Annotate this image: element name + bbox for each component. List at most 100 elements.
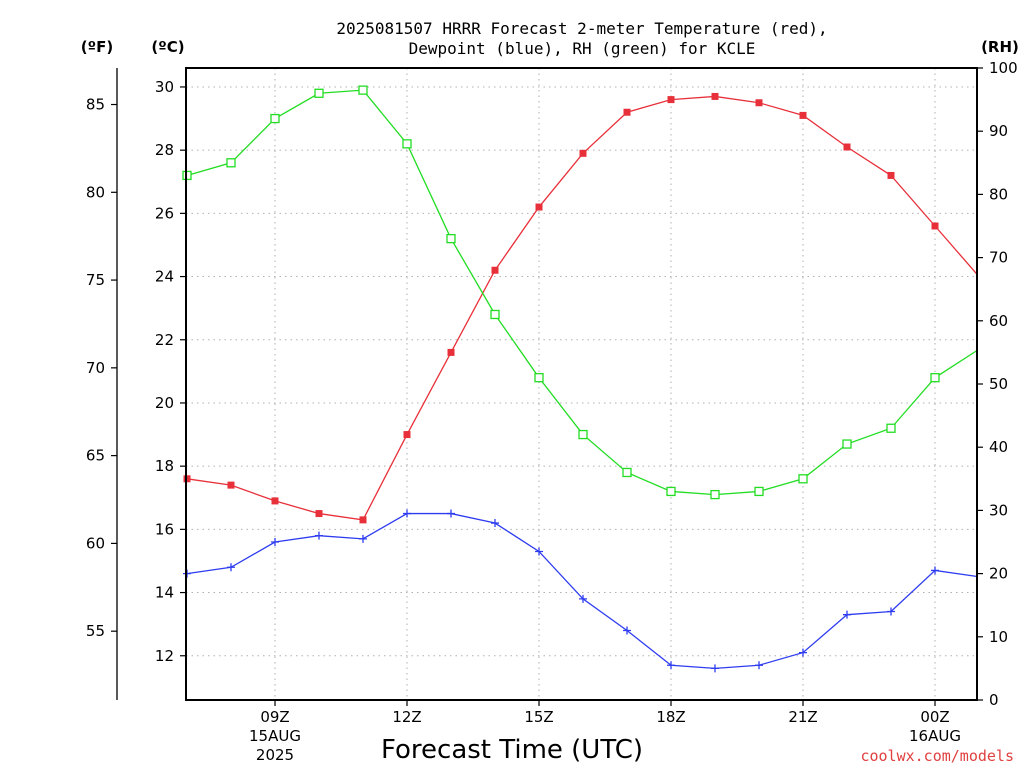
rh-tick-label: 70	[989, 249, 1008, 267]
x-tick-label: 16AUG	[909, 727, 961, 745]
celsius-tick-label: 24	[155, 268, 174, 286]
chart-title-line1: 2025081507 HRRR Forecast 2-meter Tempera…	[336, 19, 827, 38]
celsius-tick-label: 30	[155, 78, 174, 96]
fahrenheit-tick-label: 65	[86, 447, 105, 465]
rh-point	[226, 158, 236, 168]
x-tick-label: 2025	[256, 746, 294, 764]
temperature-point	[491, 266, 499, 274]
x-tick-label: 00Z	[920, 708, 949, 726]
temperature-point	[403, 431, 411, 439]
rh-point	[402, 139, 412, 149]
temperature-point	[359, 516, 367, 524]
rh-tick-label: 10	[989, 628, 1008, 646]
temperature-point	[227, 481, 235, 489]
rh-point	[578, 429, 588, 440]
celsius-tick-label: 26	[155, 204, 174, 222]
x-tick-label: 18Z	[656, 708, 685, 726]
rh-point	[666, 486, 676, 497]
chart-title-line2: Dewpoint (blue), RH (green) for KCLE	[409, 39, 756, 58]
rh-point	[754, 486, 764, 497]
dewpoint-point	[711, 664, 719, 673]
rh-point	[886, 423, 896, 433]
temperature-series-line	[186, 95, 980, 521]
fahrenheit-tick-label: 85	[86, 96, 105, 114]
rh-tick-label: 50	[989, 375, 1008, 393]
rh-point	[622, 467, 632, 478]
temperature-point	[799, 111, 807, 119]
credit-text: coolwx.com/models	[860, 747, 1014, 765]
dewpoint-point	[931, 566, 939, 575]
celsius-tick-label: 28	[155, 141, 174, 159]
fahrenheit-tick-label: 75	[86, 271, 105, 289]
temperature-point	[755, 99, 763, 107]
series-layer	[182, 64, 1008, 704]
fahrenheit-tick-label: 60	[86, 534, 105, 552]
temperature-point	[711, 92, 719, 100]
rh-point	[446, 233, 456, 244]
rh-point	[798, 474, 808, 484]
dewpoint-point	[315, 531, 323, 540]
dewpoint-point	[271, 538, 279, 546]
x-axis-label: Forecast Time (UTC)	[381, 735, 643, 765]
dewpoint-point	[359, 534, 367, 543]
dewpoint-point	[579, 594, 587, 603]
celsius-unit-label: (ºC)	[151, 38, 184, 56]
rh-point	[930, 373, 940, 383]
rh-tick-label: 90	[989, 122, 1008, 140]
celsius-tick-label: 20	[155, 394, 174, 412]
dewpoint-point	[755, 661, 763, 670]
dewpoint-point	[887, 607, 895, 616]
fahrenheit-tick-label: 80	[86, 183, 105, 201]
celsius-tick-label: 16	[155, 520, 174, 538]
dewpoint-point	[843, 610, 851, 619]
rh-point	[490, 309, 500, 320]
celsius-tick-label: 22	[155, 331, 174, 349]
fahrenheit-unit-label: (ºF)	[81, 38, 113, 56]
rh-tick-label: 0	[989, 691, 999, 709]
x-tick-label: 09Z	[260, 708, 289, 726]
dewpoint-point	[623, 626, 631, 635]
temperature-point	[271, 497, 279, 505]
rh-point	[842, 439, 852, 449]
rh-tick-label: 100	[989, 59, 1018, 77]
fahrenheit-tick-label: 70	[86, 359, 105, 377]
rh-tick-label: 80	[989, 185, 1008, 203]
dewpoint-point	[447, 509, 455, 518]
rh-tick-label: 40	[989, 438, 1008, 456]
celsius-tick-label: 12	[155, 647, 174, 665]
temperature-point	[931, 222, 939, 230]
rh-point	[358, 85, 368, 95]
fahrenheit-tick-label: 55	[86, 622, 105, 640]
x-tick-label: 21Z	[788, 708, 817, 726]
x-tick-label: 15AUG	[249, 727, 301, 745]
rh-tick-label: 30	[989, 501, 1008, 519]
dewpoint-point	[535, 547, 543, 556]
dewpoint-point	[799, 648, 807, 657]
temperature-point	[315, 510, 323, 518]
rh-tick-label: 60	[989, 312, 1008, 330]
rh-point	[534, 373, 544, 383]
rh-unit-label: (RH)	[981, 38, 1019, 56]
x-tick-label: 12Z	[392, 708, 421, 726]
temperature-point	[535, 203, 543, 211]
temperature-point	[887, 171, 895, 179]
rh-point	[270, 113, 280, 124]
temperature-point	[623, 108, 631, 116]
dewpoint-point	[227, 563, 235, 572]
celsius-tick-label: 18	[155, 457, 174, 475]
dewpoint-point	[667, 661, 675, 670]
rh-point	[710, 489, 720, 500]
temperature-point	[843, 143, 851, 151]
grid-lines	[186, 68, 977, 700]
temperature-point	[447, 348, 455, 356]
rh-point	[314, 88, 324, 98]
temperature-point	[667, 96, 675, 104]
dewpoint-point	[491, 519, 499, 528]
axes-layer: 12 14 16 18 20 22 24 26 28 30 55 60 65 70 75 80 85 0 10 20 3…	[86, 59, 1018, 764]
rh-tick-label: 20	[989, 565, 1008, 583]
temperature-point	[579, 149, 587, 157]
celsius-tick-label: 14	[155, 584, 174, 602]
dewpoint-series-line	[186, 512, 980, 670]
plot-frame	[185, 67, 978, 701]
